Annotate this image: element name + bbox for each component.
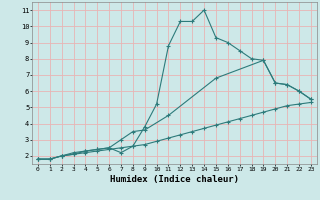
X-axis label: Humidex (Indice chaleur): Humidex (Indice chaleur) <box>110 175 239 184</box>
